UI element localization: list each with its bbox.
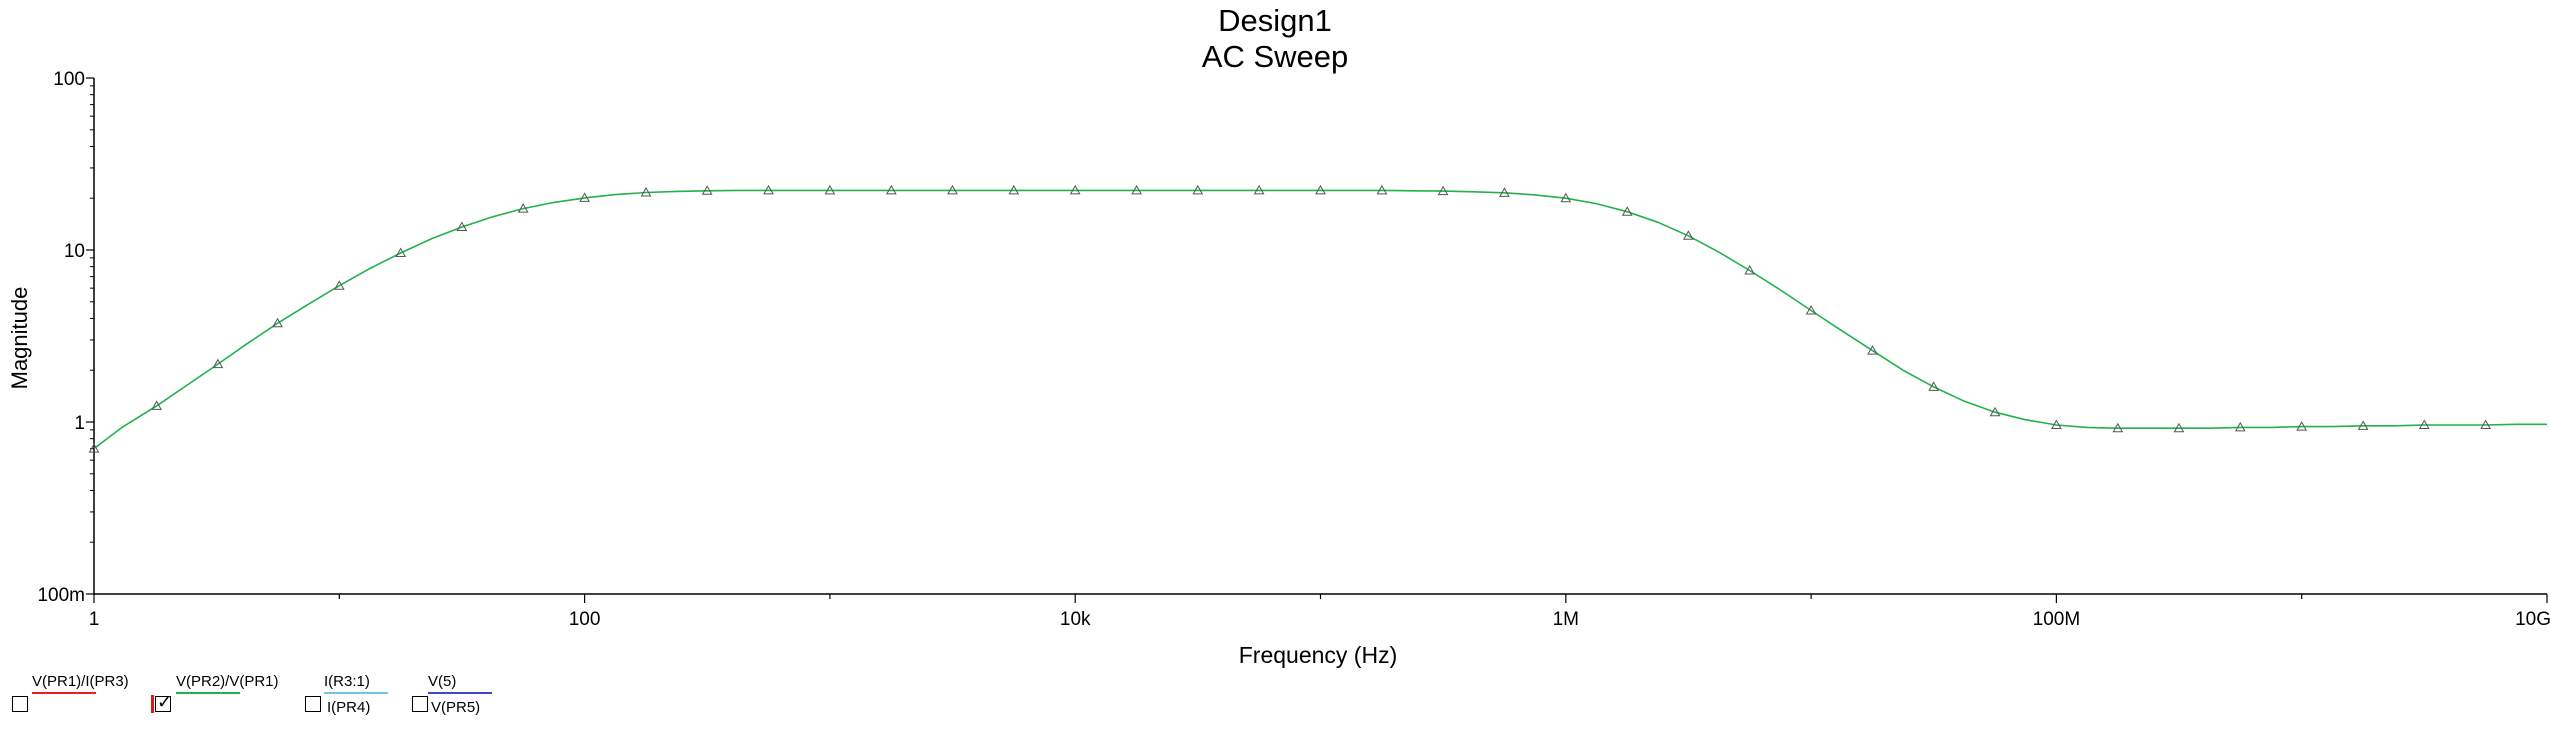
legend-checkbox[interactable] — [12, 696, 28, 712]
legend-trace-label: V(5) — [428, 673, 457, 690]
y-tick-label: 10 — [64, 241, 85, 262]
y-tick-label: 1 — [74, 413, 85, 434]
series-point — [1253, 184, 1265, 195]
series-point — [88, 443, 100, 453]
series-line — [93, 189, 2547, 450]
series-point — [272, 317, 283, 328]
legend-trace-label-secondary: I(PR4) — [327, 699, 371, 716]
series-point — [640, 186, 652, 197]
x-tick-label: 10G — [2515, 609, 2550, 630]
series-point — [333, 280, 345, 290]
series-point — [212, 358, 224, 369]
series-point — [2112, 422, 2124, 433]
series-point — [1560, 192, 1572, 203]
series-point — [2173, 422, 2185, 433]
series-point — [1744, 264, 1756, 275]
legend-color-swatch — [32, 692, 96, 694]
legend-trace-label-secondary: V(PR5) — [431, 699, 481, 716]
series-point — [2051, 419, 2062, 430]
legend-checkbox[interactable]: ✓ — [155, 692, 173, 712]
series-point — [1069, 184, 1081, 195]
series-point — [1683, 230, 1694, 240]
series-point — [701, 185, 713, 195]
series-point — [1989, 406, 2001, 417]
series-point — [2296, 421, 2308, 431]
series-point — [2480, 419, 2491, 430]
series-point — [2234, 421, 2246, 432]
series-point — [579, 192, 590, 202]
x-tick-label: 10k — [1060, 609, 1091, 630]
series-point — [395, 247, 407, 258]
series-point — [151, 400, 162, 410]
x-tick-label: 1 — [89, 609, 100, 630]
series-point — [1192, 184, 1204, 195]
series-point — [2357, 420, 2369, 430]
x-tick-label: 100 — [569, 609, 601, 630]
legend-trace-label: V(PR1)/I(PR3) — [32, 673, 129, 690]
series-point — [2418, 419, 2430, 430]
legend-color-swatch — [324, 692, 388, 694]
series-point — [456, 221, 468, 232]
series-point — [1928, 381, 1940, 391]
x-tick-label: 100M — [2033, 609, 2081, 630]
series-point — [517, 203, 529, 213]
series-point — [1437, 185, 1449, 196]
chart-subtitle: AC Sweep — [1202, 39, 1348, 74]
x-tick-label: 1M — [1553, 609, 1579, 630]
y-axis-label: Magnitude — [7, 287, 32, 390]
legend-color-swatch — [176, 692, 240, 694]
series-point — [1499, 187, 1510, 197]
series-point — [1131, 184, 1142, 195]
checkmark-icon: ✓ — [157, 692, 173, 712]
series-point — [1376, 184, 1388, 195]
series-point — [1008, 184, 1020, 195]
series-point — [824, 184, 836, 195]
legend-color-swatch — [428, 692, 492, 694]
legend-checkbox[interactable] — [305, 696, 321, 712]
legend-trace-label: V(PR2)/V(PR1) — [176, 673, 279, 690]
y-tick-label: 100 — [53, 69, 85, 90]
series-point — [1805, 304, 1817, 315]
y-tick-label: 100m — [37, 585, 85, 606]
legend-checkbox[interactable] — [412, 696, 428, 712]
series-layer — [88, 184, 2547, 453]
series-point — [763, 184, 774, 195]
legend-trace-label: I(R3:1) — [324, 673, 370, 690]
series-point — [1621, 206, 1633, 216]
selected-trace-marker — [151, 695, 154, 713]
chart-title: Design1 — [1218, 3, 1332, 38]
series-point — [1867, 345, 1878, 355]
series-point — [947, 184, 958, 195]
series-point — [885, 184, 897, 195]
series-point — [1315, 184, 1326, 195]
x-axis-label: Frequency (Hz) — [1239, 642, 1397, 668]
